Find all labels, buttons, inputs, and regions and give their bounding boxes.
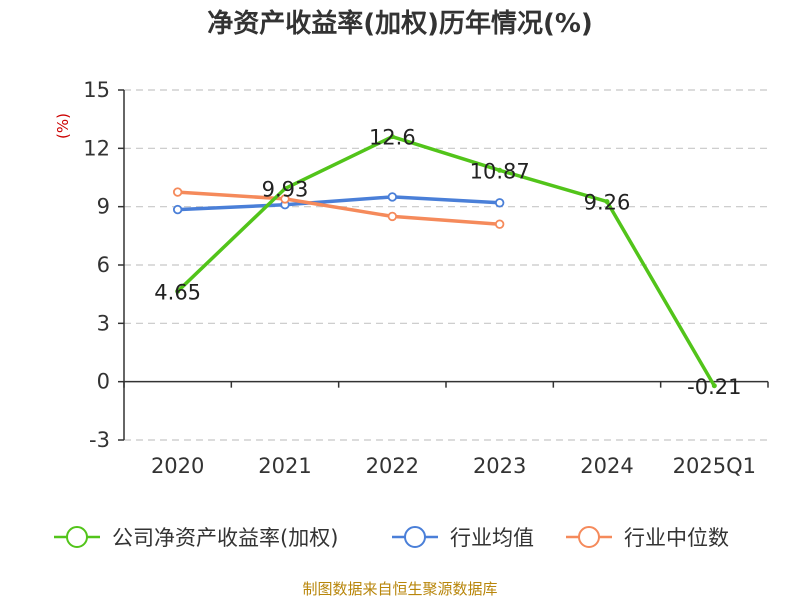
data-point	[282, 186, 288, 192]
series-line	[177, 190, 500, 226]
data-point	[172, 204, 183, 215]
data-point	[604, 199, 610, 205]
legend-marker	[578, 526, 600, 548]
axes: -3 0 3 6 9 12 15 2020 2021 2022 2023 2024 2025Q1	[83, 78, 769, 478]
y-tick-label: 15	[83, 78, 110, 102]
x-tick-label: 2021	[258, 454, 311, 478]
y-tick-label: 0	[97, 370, 110, 394]
data-point	[387, 211, 398, 222]
y-tick-label: 12	[83, 136, 110, 160]
data-point	[494, 198, 505, 208]
data-point	[494, 219, 505, 229]
y-tick-label: 9	[97, 195, 110, 219]
data-label: -0.21	[687, 375, 741, 399]
data-point	[387, 192, 398, 202]
data-point	[711, 383, 717, 389]
data-point	[280, 194, 290, 204]
series-line	[177, 195, 500, 212]
chart-title: 净资产收益率(加权)历年情况(%)	[207, 8, 593, 39]
data-point	[497, 167, 503, 173]
data-label: 4.65	[154, 280, 201, 304]
data-label: 12.6	[369, 126, 416, 150]
y-tick-label: -3	[89, 428, 110, 452]
legend-label: 行业中位数	[624, 526, 729, 550]
data-label: 9.26	[584, 191, 631, 215]
y-tick-label: 3	[97, 311, 110, 335]
x-tick-label: 2022	[366, 454, 419, 478]
data-label: 9.93	[262, 178, 309, 202]
y-axis-unit: (%)	[54, 113, 72, 139]
data-source: 制图数据来自恒生聚源数据库	[302, 580, 497, 598]
series-layer: 4.65 9.93 12.6 10.87 9.26 -0.21	[154, 126, 741, 399]
data-point	[389, 134, 395, 140]
data-point	[172, 187, 183, 197]
x-tick-label: 2025Q1	[673, 454, 756, 478]
legend-marker	[404, 526, 426, 548]
legend-label: 行业均值	[450, 526, 534, 550]
x-tick-label: 2024	[580, 454, 633, 478]
series-line	[176, 134, 716, 387]
x-tick-label: 2020	[151, 454, 204, 478]
y-tick-label: 6	[97, 253, 110, 277]
legend-label: 公司净资产收益率(加权)	[112, 526, 338, 550]
x-tick-label: 2023	[473, 454, 526, 478]
legend: 公司净资产收益率(加权) 行业均值 行业中位数	[54, 526, 729, 550]
data-label: 10.87	[470, 159, 530, 183]
legend-marker	[66, 526, 88, 548]
data-point	[175, 288, 181, 294]
